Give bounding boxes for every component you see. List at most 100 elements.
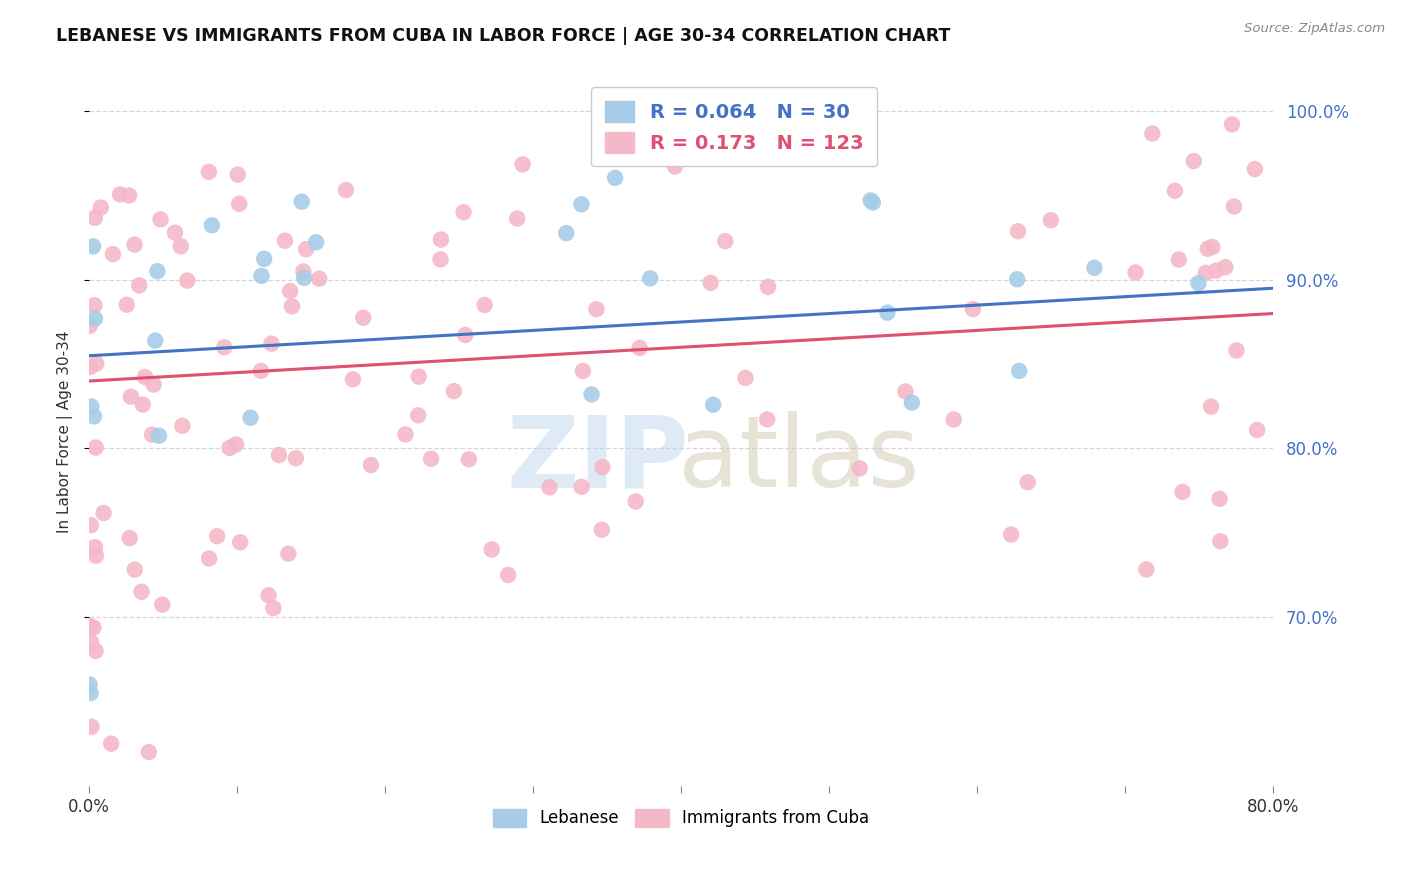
Point bbox=[79, 620, 101, 634]
Point bbox=[581, 387, 603, 401]
Text: Source: ZipAtlas.com: Source: ZipAtlas.com bbox=[1244, 22, 1385, 36]
Point bbox=[756, 280, 779, 294]
Point bbox=[1197, 242, 1219, 256]
Point bbox=[131, 397, 153, 411]
Point bbox=[84, 549, 107, 563]
Point bbox=[80, 720, 103, 734]
Point bbox=[163, 226, 186, 240]
Point bbox=[603, 170, 626, 185]
Point bbox=[128, 278, 150, 293]
Point bbox=[430, 233, 453, 247]
Text: ZIP: ZIP bbox=[506, 411, 689, 508]
Point bbox=[226, 168, 249, 182]
Point bbox=[572, 364, 595, 378]
Point bbox=[1171, 484, 1194, 499]
Point bbox=[82, 620, 104, 634]
Legend: Lebanese, Immigrants from Cuba: Lebanese, Immigrants from Cuba bbox=[486, 802, 876, 834]
Point bbox=[859, 194, 882, 208]
Point bbox=[1208, 491, 1230, 506]
Point bbox=[624, 494, 647, 508]
Point bbox=[257, 588, 280, 602]
Point bbox=[262, 601, 284, 615]
Point bbox=[453, 205, 475, 219]
Point bbox=[308, 271, 330, 285]
Point bbox=[1220, 117, 1243, 131]
Point bbox=[512, 157, 534, 171]
Point bbox=[253, 252, 276, 266]
Point bbox=[79, 686, 101, 700]
Point bbox=[274, 234, 297, 248]
Point bbox=[124, 563, 146, 577]
Point bbox=[229, 535, 252, 549]
Point bbox=[80, 518, 103, 533]
Point bbox=[894, 384, 917, 399]
Point bbox=[84, 311, 107, 326]
Point bbox=[250, 364, 273, 378]
Point bbox=[134, 370, 156, 384]
Point bbox=[83, 211, 105, 225]
Point bbox=[571, 197, 593, 211]
Point bbox=[239, 410, 262, 425]
Point bbox=[100, 737, 122, 751]
Point bbox=[79, 318, 101, 333]
Point bbox=[1199, 400, 1222, 414]
Point bbox=[429, 252, 451, 267]
Point bbox=[1008, 364, 1031, 378]
Point bbox=[84, 357, 107, 371]
Point bbox=[335, 183, 357, 197]
Point bbox=[352, 310, 374, 325]
Point bbox=[150, 598, 173, 612]
Point bbox=[80, 400, 103, 414]
Point bbox=[260, 336, 283, 351]
Text: LEBANESE VS IMMIGRANTS FROM CUBA IN LABOR FORCE | AGE 30-34 CORRELATION CHART: LEBANESE VS IMMIGRANTS FROM CUBA IN LABO… bbox=[56, 27, 950, 45]
Point bbox=[141, 427, 163, 442]
Point bbox=[149, 212, 172, 227]
Point bbox=[143, 334, 166, 348]
Point bbox=[454, 327, 477, 342]
Point bbox=[90, 201, 112, 215]
Point bbox=[1201, 240, 1223, 254]
Point bbox=[120, 390, 142, 404]
Point bbox=[218, 441, 240, 455]
Point bbox=[1007, 224, 1029, 238]
Point bbox=[506, 211, 529, 226]
Point bbox=[360, 458, 382, 472]
Point bbox=[198, 165, 221, 179]
Point bbox=[93, 506, 115, 520]
Point bbox=[628, 341, 651, 355]
Point bbox=[82, 239, 104, 253]
Point bbox=[84, 441, 107, 455]
Point bbox=[585, 302, 607, 317]
Point bbox=[457, 452, 479, 467]
Point bbox=[284, 451, 307, 466]
Point bbox=[79, 677, 101, 691]
Point bbox=[1005, 272, 1028, 286]
Point bbox=[1164, 184, 1187, 198]
Point bbox=[131, 584, 153, 599]
Point bbox=[756, 412, 779, 426]
Point bbox=[901, 395, 924, 409]
Point bbox=[198, 551, 221, 566]
Point bbox=[1225, 343, 1247, 358]
Point bbox=[250, 268, 273, 283]
Point bbox=[201, 219, 224, 233]
Point bbox=[305, 235, 328, 250]
Point bbox=[277, 547, 299, 561]
Point bbox=[228, 197, 250, 211]
Point bbox=[1209, 534, 1232, 549]
Point bbox=[295, 242, 318, 256]
Point bbox=[146, 264, 169, 278]
Point bbox=[406, 409, 429, 423]
Point bbox=[138, 745, 160, 759]
Point bbox=[212, 340, 235, 354]
Point bbox=[1000, 527, 1022, 541]
Point bbox=[1017, 475, 1039, 490]
Point bbox=[1246, 423, 1268, 437]
Point bbox=[278, 284, 301, 298]
Point bbox=[394, 427, 416, 442]
Point bbox=[108, 187, 131, 202]
Point bbox=[1243, 162, 1265, 177]
Point bbox=[474, 298, 496, 312]
Point bbox=[592, 460, 614, 475]
Point bbox=[1205, 263, 1227, 277]
